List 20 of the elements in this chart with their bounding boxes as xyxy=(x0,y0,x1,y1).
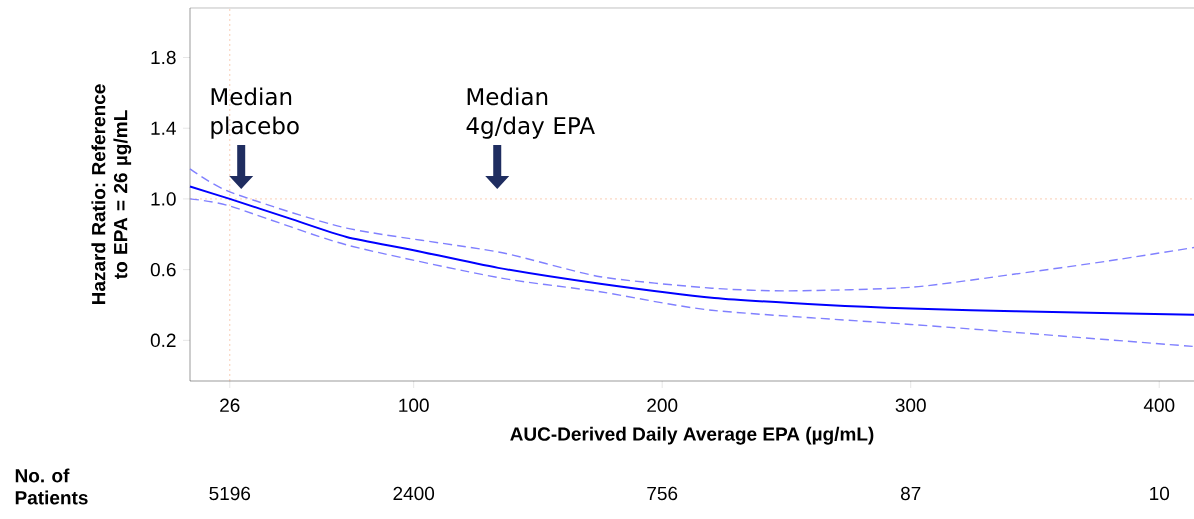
text: 2400 xyxy=(393,486,435,501)
y-tick-label: 1.0 xyxy=(151,192,176,206)
text: 756 xyxy=(647,486,678,501)
y-tick-label: 1.8 xyxy=(151,50,176,65)
x-tick-label: 400 xyxy=(1143,398,1175,412)
y-tick-label: 1.4 xyxy=(151,121,176,135)
y-tick-label: 0.2 xyxy=(150,333,176,348)
y-axis-title: Hazard Ratio: Reference to EPA = 26 µg/mL xyxy=(91,84,132,305)
x-axis-title: AUC-Derived Daily Average EPA (µg/mL) xyxy=(510,426,874,445)
y-tick-label: 0.6 xyxy=(150,262,176,277)
x-tick-label: 26 xyxy=(220,398,240,412)
annotation: Median placebo xyxy=(211,87,299,139)
text: 5196 xyxy=(209,486,251,501)
text: No. of Patients xyxy=(15,468,88,505)
text: 87 xyxy=(900,486,921,501)
x-tick-label: 200 xyxy=(647,398,678,412)
x-tick-label: 100 xyxy=(399,398,429,412)
annotation: Median 4g/day EPA xyxy=(466,87,595,139)
text: 10 xyxy=(1150,486,1170,501)
x-tick-label: 300 xyxy=(895,398,926,412)
